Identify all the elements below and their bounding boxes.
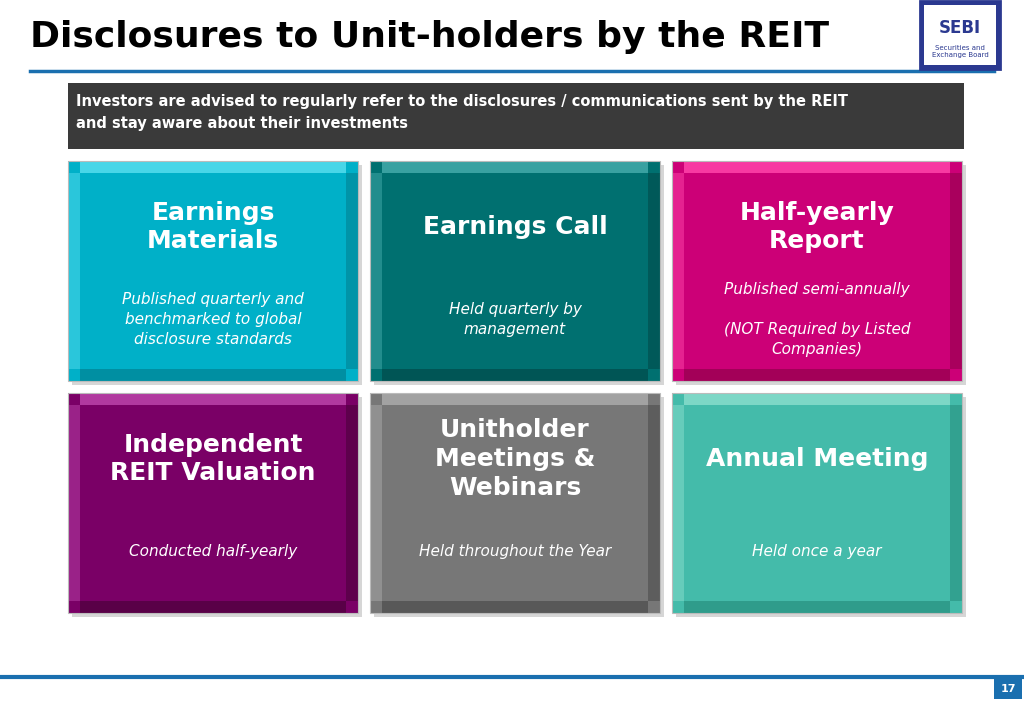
Bar [382, 393, 648, 405]
Bar [382, 161, 648, 173]
Bar [672, 393, 962, 613]
Bar [72, 165, 362, 385]
Bar [80, 369, 346, 381]
Text: SEBI: SEBI [939, 19, 981, 37]
Bar [924, 5, 996, 65]
Bar [374, 397, 664, 617]
Text: Annual Meeting: Annual Meeting [706, 447, 928, 471]
Bar [684, 601, 950, 613]
Bar [994, 679, 1022, 699]
Text: Investors are advised to regularly refer to the disclosures / communications sen: Investors are advised to regularly refer… [76, 94, 848, 131]
Bar [648, 405, 660, 601]
Bar [684, 369, 950, 381]
Bar [676, 165, 966, 385]
Bar [950, 405, 962, 601]
Bar [370, 161, 660, 381]
Bar [648, 173, 660, 369]
Text: Published quarterly and
benchmarked to global
disclosure standards: Published quarterly and benchmarked to g… [122, 292, 304, 347]
Bar [672, 173, 684, 369]
Bar [672, 161, 962, 381]
Text: Unitholder
Meetings &
Webinars: Unitholder Meetings & Webinars [435, 418, 595, 500]
Bar [370, 173, 382, 369]
Text: Held once a year: Held once a year [753, 544, 882, 559]
Bar [68, 161, 358, 381]
Bar [80, 601, 346, 613]
Bar [80, 393, 346, 405]
Text: Held throughout the Year: Held throughout the Year [419, 544, 611, 559]
Text: Conducted half-yearly: Conducted half-yearly [129, 544, 297, 559]
Bar [370, 393, 660, 613]
Text: 17: 17 [1000, 684, 1016, 694]
Bar [382, 601, 648, 613]
Bar [684, 161, 950, 173]
Bar [80, 161, 346, 173]
Bar [920, 1, 1000, 69]
Bar [672, 393, 962, 613]
Bar [676, 397, 966, 617]
Text: Independent
REIT Valuation: Independent REIT Valuation [111, 432, 315, 486]
Text: Published semi-annually

(NOT Required by Listed
Companies): Published semi-annually (NOT Required by… [724, 282, 910, 357]
Bar [684, 393, 950, 405]
Text: Earnings
Materials: Earnings Materials [146, 201, 280, 253]
Text: Held quarterly by
management: Held quarterly by management [449, 302, 582, 337]
Text: Securities and
Exchange Board: Securities and Exchange Board [932, 45, 988, 59]
Text: Disclosures to Unit-holders by the REIT: Disclosures to Unit-holders by the REIT [31, 20, 829, 54]
Bar [68, 83, 964, 149]
Bar [382, 369, 648, 381]
Text: Half-yearly
Report: Half-yearly Report [739, 201, 894, 253]
Bar [346, 405, 358, 601]
Bar [370, 405, 382, 601]
Bar [68, 393, 358, 613]
Bar [370, 393, 660, 613]
Bar [68, 405, 80, 601]
Bar [672, 405, 684, 601]
Bar [672, 161, 962, 381]
Bar [950, 173, 962, 369]
Bar [374, 165, 664, 385]
Bar [72, 397, 362, 617]
Bar [68, 393, 358, 613]
Bar [370, 161, 660, 381]
Bar [346, 173, 358, 369]
Text: Earnings Call: Earnings Call [423, 215, 607, 239]
Bar [68, 161, 358, 381]
Bar [68, 173, 80, 369]
